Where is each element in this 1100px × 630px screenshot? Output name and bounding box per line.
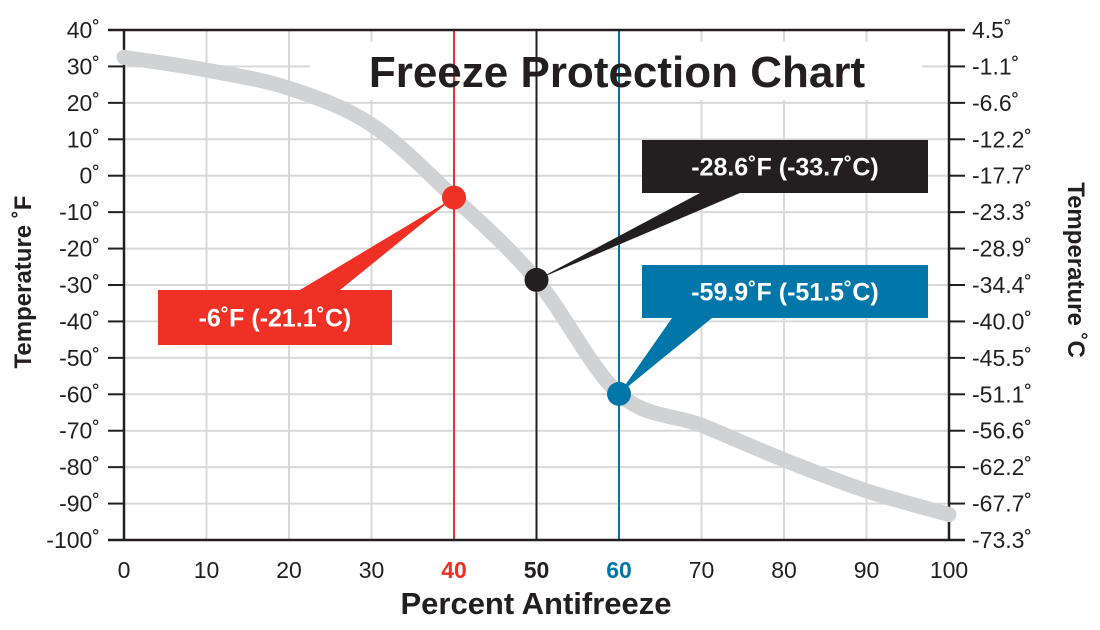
y-right-tick-label: -34.4˚: [972, 272, 1032, 298]
y-axis-label: Temperature ˚F: [10, 196, 37, 369]
callout-label: -6˚F (-21.1˚C): [199, 305, 352, 333]
y-right-tick-label: -12.2˚: [972, 126, 1032, 152]
y-tick-label: 10˚: [67, 126, 100, 152]
x-tick-label: 60: [606, 557, 632, 583]
x-tick-label: 0: [118, 557, 131, 583]
highlight-point: [442, 185, 466, 210]
tick-labels: 40˚ 4.5˚ 30˚ -1.1˚ 20˚ -6.6˚ 10˚ -12.2˚ 0˚ -17.7˚…: [46, 17, 1032, 583]
y-right-tick-label: -23.3˚: [972, 199, 1032, 225]
y-tick-label: -10˚: [59, 199, 100, 225]
x-tick-label: 80: [771, 557, 797, 583]
y-tick-label: 30˚: [67, 53, 100, 79]
chart-title: Freeze Protection Chart: [369, 48, 866, 97]
highlight-point: [524, 267, 549, 292]
title-background: [310, 42, 922, 100]
y-tick-label: -90˚: [59, 491, 100, 517]
y-tick-label: 40˚: [67, 17, 100, 43]
y-tick-label: -70˚: [59, 418, 100, 444]
y-tick-label: -80˚: [59, 454, 100, 480]
x-tick-label: 10: [194, 557, 220, 583]
y-right-tick-label: -6.6˚: [972, 90, 1019, 116]
y-tick-label: -20˚: [59, 236, 100, 262]
x-tick-label: 100: [930, 557, 968, 583]
callout-box: [158, 290, 392, 345]
y-tick-label: -50˚: [59, 345, 100, 371]
y-right-tick-label: -28.9˚: [972, 236, 1032, 262]
y-axis-label-right: Temperature ˚C: [1062, 182, 1089, 358]
y-right-tick-label: -56.6˚: [972, 418, 1032, 444]
y-right-tick-label: -40.0˚: [972, 308, 1032, 334]
axes: [108, 28, 965, 542]
y-right-tick-label: -67.7˚: [972, 491, 1032, 517]
y-right-tick-label: -62.2˚: [972, 454, 1032, 480]
y-right-tick-label: -51.1˚: [972, 381, 1032, 407]
y-tick-label: -100˚: [46, 527, 100, 553]
callouts: -6˚F (-21.1˚C) -28.6˚F (-33.7˚C) -59.9˚F (…: [158, 140, 928, 406]
callout-box: [642, 140, 928, 193]
y-right-tick-label: -73.3˚: [972, 527, 1032, 553]
x-tick-label: 70: [689, 557, 715, 583]
y-right-tick-label: 4.5˚: [972, 17, 1012, 43]
y-tick-label: 0˚: [80, 163, 100, 189]
x-tick-label: 90: [854, 557, 880, 583]
x-axis-label: Percent Antifreeze: [400, 586, 671, 621]
y-right-tick-label: -1.1˚: [972, 53, 1019, 79]
x-tick-label: 20: [276, 557, 302, 583]
y-tick-label: -40˚: [59, 308, 100, 334]
y-right-tick-label: -17.7˚: [972, 163, 1032, 189]
callout-pointer: [300, 197, 454, 290]
y-tick-label: -30˚: [59, 272, 100, 298]
callout-pointer: [536, 193, 740, 280]
y-tick-label: 20˚: [67, 90, 100, 116]
x-tick-label: 30: [359, 557, 385, 583]
callout-label: -59.9˚F (-51.5˚C): [691, 279, 879, 307]
y-right-tick-label: -45.5˚: [972, 345, 1032, 371]
x-tick-label: 50: [524, 557, 550, 583]
x-tick-label: 40: [441, 557, 467, 583]
callout-box: [642, 265, 928, 318]
y-tick-label: -60˚: [59, 381, 100, 407]
callout-label: -28.6˚F (-33.7˚C): [691, 154, 879, 182]
callout-pointer: [619, 318, 712, 394]
highlight-point: [607, 381, 631, 406]
